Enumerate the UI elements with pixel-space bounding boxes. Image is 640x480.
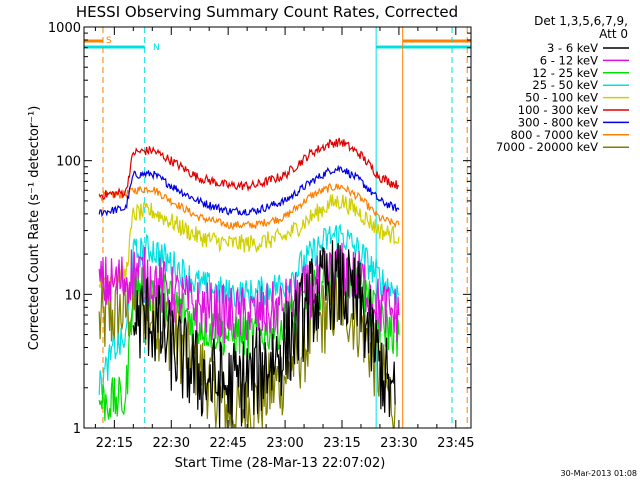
y-tick-label-0: 1	[73, 422, 81, 437]
series-line-7	[98, 182, 400, 231]
x-tick-label-0: 22:15	[96, 436, 133, 451]
legend-header-line-2: Att 0	[599, 27, 628, 41]
legend-label-7: 800 - 7000 keV	[510, 128, 598, 142]
x-tick-label-2: 22:45	[209, 436, 246, 451]
legend-label-1: 6 - 12 keV	[540, 53, 598, 67]
series-line-6	[98, 164, 400, 218]
x-tick-label-1: 22:30	[153, 436, 190, 451]
series-line-4	[98, 194, 400, 288]
legend-label-2: 12 - 25 keV	[532, 66, 598, 80]
legend-header-line-1: Det 1,3,5,6,7,9,	[534, 14, 628, 28]
legend-label-5: 100 - 300 keV	[518, 103, 598, 117]
axes: 22:15 22:30 22:45 23:00 23:15 23:30 23:45 1 10 10…	[48, 21, 475, 451]
plot-area: SN	[84, 27, 471, 429]
x-tick-label-5: 23:30	[380, 436, 417, 451]
chart-title: HESSI Observing Summary Count Rates, Cor…	[76, 3, 458, 21]
annotation-0: S	[106, 36, 112, 46]
annotation-1: N	[153, 43, 160, 53]
legend-label-0: 3 - 6 keV	[547, 41, 598, 55]
y-axis-label: Corrected Count Rate (s⁻¹ detector⁻¹)	[27, 106, 42, 351]
x-axis-label: Start Time (28-Mar-13 22:07:02)	[175, 456, 386, 471]
legend-label-3: 25 - 50 keV	[532, 78, 598, 92]
series-line-1	[98, 242, 400, 344]
series-line-0	[132, 240, 396, 429]
series-line-5	[98, 137, 400, 201]
plot-frame	[83, 26, 472, 429]
x-tick-label-6: 23:45	[437, 436, 474, 451]
y-tick-label-2: 100	[56, 155, 81, 170]
x-tick-label-3: 23:00	[266, 436, 303, 451]
legend-label-6: 300 - 800 keV	[518, 115, 598, 129]
x-tick-label-4: 23:15	[323, 436, 360, 451]
series-line-3	[98, 223, 399, 396]
y-tick-label-1: 10	[64, 288, 81, 303]
legend-label-8: 7000 - 20000 keV	[496, 140, 598, 154]
y-tick-label-3: 1000	[48, 21, 81, 36]
plot-timestamp: 30-Mar-2013 01:08	[561, 469, 638, 478]
legend-label-4: 50 - 100 keV	[525, 91, 598, 105]
